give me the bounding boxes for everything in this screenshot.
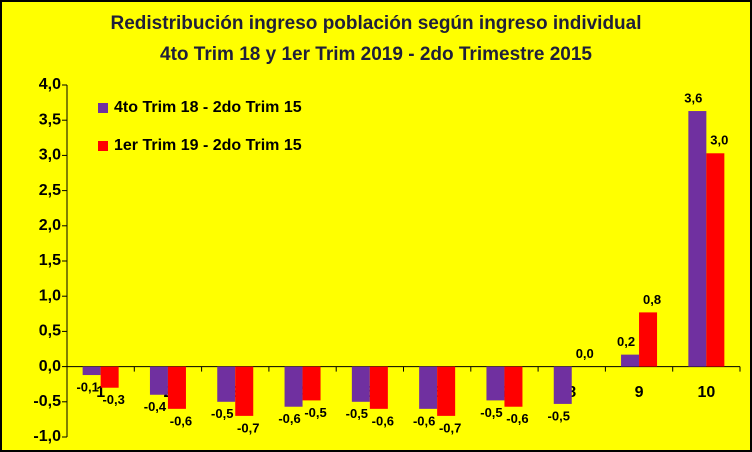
legend-swatch xyxy=(98,103,108,113)
data-label: 3,0 xyxy=(710,133,728,148)
y-tick-label: 2,5 xyxy=(39,182,61,199)
data-label: 3,6 xyxy=(684,90,702,105)
data-label: 0,0 xyxy=(576,346,594,361)
data-label: -0,6 xyxy=(506,411,528,426)
bar xyxy=(217,366,236,402)
y-tick-label: -0,5 xyxy=(33,393,61,410)
bar xyxy=(82,366,101,376)
data-label: -0,6 xyxy=(170,413,192,428)
bar xyxy=(235,366,254,416)
y-tick-label: 3,0 xyxy=(39,147,61,164)
bar xyxy=(369,366,388,409)
data-label: -0,5 xyxy=(304,405,326,420)
x-tick-label: 9 xyxy=(635,384,644,401)
y-tick-label: -1,0 xyxy=(33,428,61,445)
bar xyxy=(621,354,640,367)
data-label: -0,7 xyxy=(439,420,461,435)
legend-label: 1er Trim 19 - 2do Trim 15 xyxy=(114,137,302,154)
data-label: -0,6 xyxy=(372,413,394,428)
bar xyxy=(419,366,438,409)
data-label: 0,2 xyxy=(617,334,635,349)
bar xyxy=(639,312,658,367)
x-tick-label: 8 xyxy=(567,384,576,401)
chart-subtitle: 4to Trim 18 y 1er Trim 2019 - 2do Trimes… xyxy=(160,44,592,65)
bar xyxy=(351,366,370,402)
bar xyxy=(167,366,186,409)
data-label: -0,5 xyxy=(346,406,368,421)
y-tick-label: 2,0 xyxy=(39,217,61,234)
y-tick-label: 1,5 xyxy=(39,252,61,269)
y-tick-label: 3,5 xyxy=(39,111,61,128)
data-label: -0,3 xyxy=(102,392,124,407)
data-label: -0,6 xyxy=(413,413,435,428)
data-label: -0,5 xyxy=(211,406,233,421)
bar xyxy=(486,366,505,401)
legend-label: 4to Trim 18 - 2do Trim 15 xyxy=(114,99,302,116)
bar xyxy=(302,366,321,401)
y-tick-label: 4,0 xyxy=(39,76,61,93)
data-label: -0,1 xyxy=(76,379,98,394)
bar xyxy=(553,366,572,404)
data-label: -0,5 xyxy=(548,408,570,423)
x-tick-label: 10 xyxy=(697,384,715,401)
bar xyxy=(100,366,119,388)
y-tick-label: 0,5 xyxy=(39,323,61,340)
data-label: -0,6 xyxy=(278,411,300,426)
chart-title: Redistribución ingreso población según i… xyxy=(111,13,642,34)
data-label: 0,8 xyxy=(643,292,661,307)
legend-swatch xyxy=(98,141,108,151)
bar xyxy=(284,366,303,407)
bar xyxy=(437,366,456,416)
bar xyxy=(688,111,707,367)
bar xyxy=(504,366,523,407)
data-label: -0,7 xyxy=(237,420,259,435)
x-tick-label: 1 xyxy=(96,384,105,401)
y-tick-label: 0,0 xyxy=(39,358,61,375)
data-label: -0,4 xyxy=(144,399,167,414)
bar xyxy=(149,366,168,395)
y-tick-label: 1,0 xyxy=(39,287,61,304)
data-label: -0,5 xyxy=(480,405,502,420)
bar xyxy=(706,153,725,367)
